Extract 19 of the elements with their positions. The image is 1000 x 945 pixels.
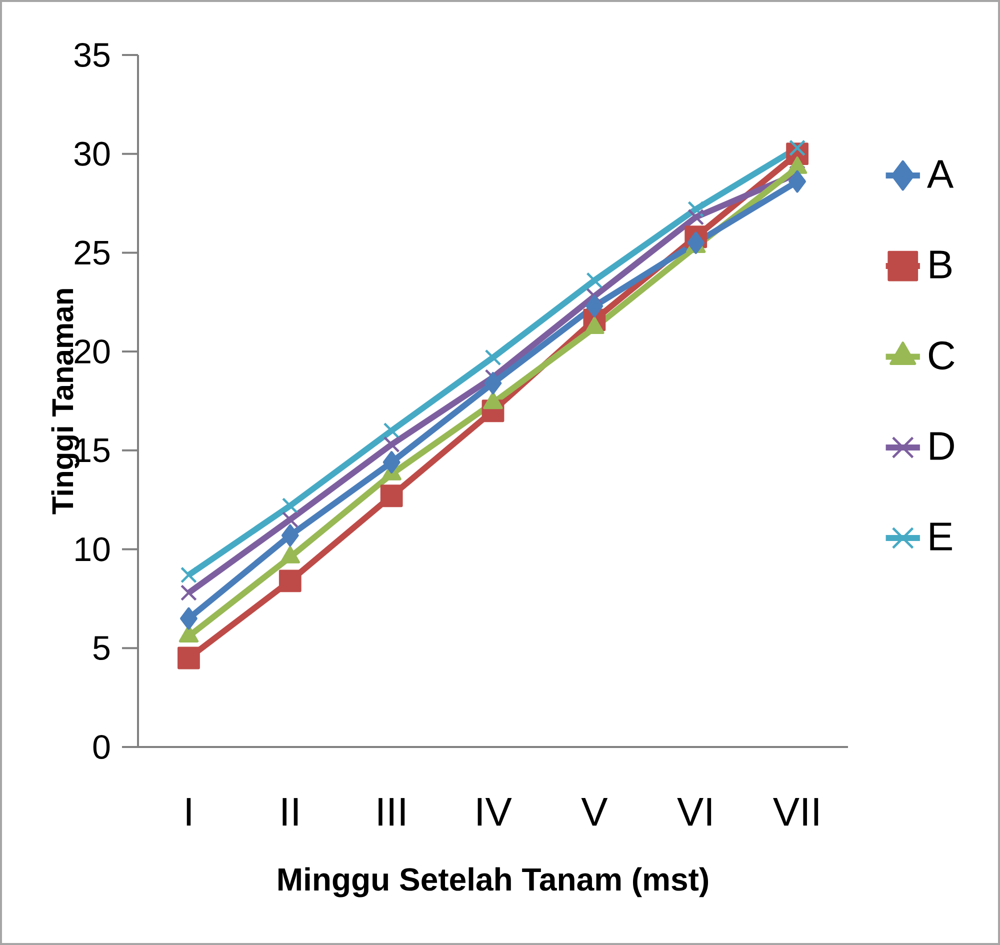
x-axis-title: Minggu Setelah Tanam (mst) — [278, 867, 708, 898]
y-tick-label: 25 — [74, 240, 110, 265]
y-tick-label: 35 — [74, 42, 110, 68]
y-tick-label: 30 — [74, 142, 110, 166]
y-tick-label: 0 — [93, 734, 110, 760]
legend-label: E — [930, 522, 952, 550]
x-tick-label: I — [186, 798, 191, 826]
y-tick-label: 10 — [76, 537, 110, 562]
legend-label: B — [930, 250, 952, 278]
legend-label: A — [927, 160, 954, 188]
y-tick-label: 5 — [93, 636, 110, 660]
x-tick-label: III — [378, 798, 405, 826]
legend-label: C — [928, 341, 954, 370]
x-tick-label: VI — [677, 798, 712, 826]
x-tick-label: VII — [773, 798, 818, 826]
legend-label: D — [930, 432, 954, 460]
x-tick-label: V — [581, 798, 608, 826]
x-tick-label: IV — [478, 798, 512, 826]
x-tick-label: II — [282, 798, 298, 826]
